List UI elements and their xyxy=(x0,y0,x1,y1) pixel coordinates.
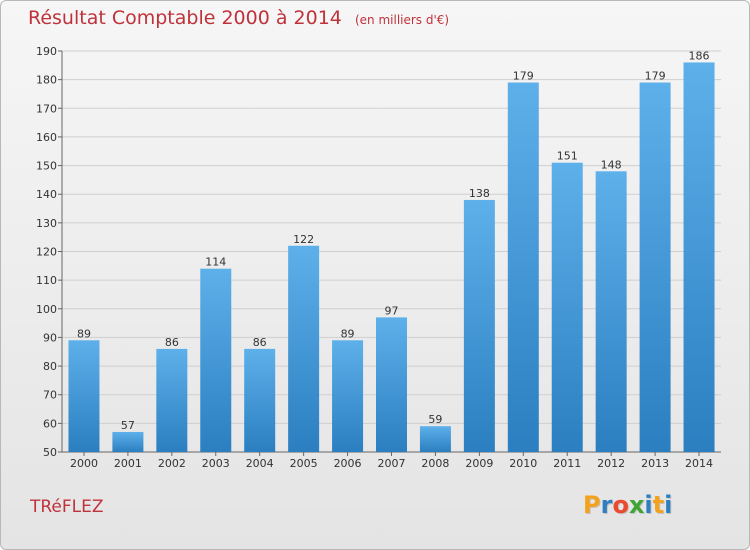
data-labels: 89 57 86 114 86 122 89 97 59 138 179 151 148 179 186 xyxy=(77,49,710,431)
data-label: 138 xyxy=(469,187,490,200)
y-tick-label: 80 xyxy=(43,360,57,373)
data-label: 86 xyxy=(253,336,267,349)
logo-letter: r xyxy=(600,491,613,519)
data-label: 179 xyxy=(513,70,534,83)
y-tick-label: 110 xyxy=(36,274,57,287)
y-tick-label: 70 xyxy=(43,389,57,402)
y-tick-label: 150 xyxy=(36,160,57,173)
data-label: 57 xyxy=(121,419,135,432)
chart-header: Résultat Comptable 2000 à 2014 (en milli… xyxy=(28,7,449,29)
bar-2000 xyxy=(68,340,100,452)
logo-letter: t xyxy=(652,491,665,519)
y-tick-label: 160 xyxy=(36,131,57,144)
data-label: 122 xyxy=(293,233,314,246)
bar-2010 xyxy=(507,82,539,452)
x-tick-label: 2008 xyxy=(421,457,449,470)
bars xyxy=(68,62,715,453)
x-tick-label: 2005 xyxy=(290,457,318,470)
x-tick-label: 2011 xyxy=(553,457,581,470)
y-tick-label: 50 xyxy=(43,446,57,459)
bar-2001 xyxy=(112,431,144,452)
bar-2002 xyxy=(156,348,188,452)
bar-2012 xyxy=(595,171,627,453)
bar-2007 xyxy=(376,317,407,452)
data-label: 179 xyxy=(645,70,666,83)
x-tick-label: 2004 xyxy=(246,457,274,470)
data-label: 89 xyxy=(77,327,91,340)
y-tick-label: 100 xyxy=(36,303,57,316)
bar-2005 xyxy=(288,245,320,452)
bar-2013 xyxy=(639,82,671,452)
data-label: 186 xyxy=(689,49,710,62)
data-label: 151 xyxy=(557,150,578,163)
proxiti-logo: Proxiti xyxy=(583,491,672,519)
logo-letter: o xyxy=(612,491,629,519)
x-tick-label: 2001 xyxy=(114,457,142,470)
commune-name: TRéFLEZ xyxy=(30,497,104,517)
x-tick-label: 2012 xyxy=(597,457,625,470)
logo-letter: i xyxy=(664,491,673,519)
y-tick-label: 190 xyxy=(36,45,57,58)
data-label: 86 xyxy=(165,336,179,349)
bar-2003 xyxy=(200,268,232,452)
y-tick-label: 170 xyxy=(36,102,57,115)
chart-title: Résultat Comptable 2000 à 2014 xyxy=(28,7,342,29)
y-tick-label: 90 xyxy=(43,331,57,344)
bar-2011 xyxy=(551,162,583,452)
x-tick-label: 2009 xyxy=(465,457,493,470)
y-tick-label: 60 xyxy=(43,417,57,430)
y-tick-label: 130 xyxy=(36,217,57,230)
chart-subtitle: (en milliers d'€) xyxy=(354,13,450,27)
bar-2009 xyxy=(463,199,495,452)
data-label: 148 xyxy=(601,158,622,171)
bar-2008 xyxy=(419,426,451,452)
x-tick-label: 2002 xyxy=(158,457,186,470)
logo-letter: i xyxy=(644,491,653,519)
data-label: 89 xyxy=(341,327,355,340)
data-label: 59 xyxy=(428,413,442,426)
logo-letter: x xyxy=(628,491,645,519)
x-tick-label: 2006 xyxy=(334,457,362,470)
logo-letter: P xyxy=(583,491,601,519)
x-tick-label: 2000 xyxy=(70,457,98,470)
y-tick-label: 120 xyxy=(36,246,57,259)
y-tick-label: 180 xyxy=(36,74,57,87)
x-tick-label: 2013 xyxy=(641,457,669,470)
y-tick-label: 140 xyxy=(36,188,57,201)
data-label: 114 xyxy=(205,256,226,269)
x-tick-label: 2010 xyxy=(509,457,537,470)
data-label: 97 xyxy=(385,304,399,317)
x-tick-label: 2007 xyxy=(378,457,406,470)
bar-2014 xyxy=(683,62,715,452)
x-tick-label: 2014 xyxy=(685,457,713,470)
bar-2006 xyxy=(332,340,364,452)
x-tick-label: 2003 xyxy=(202,457,230,470)
bar-2004 xyxy=(244,348,276,452)
